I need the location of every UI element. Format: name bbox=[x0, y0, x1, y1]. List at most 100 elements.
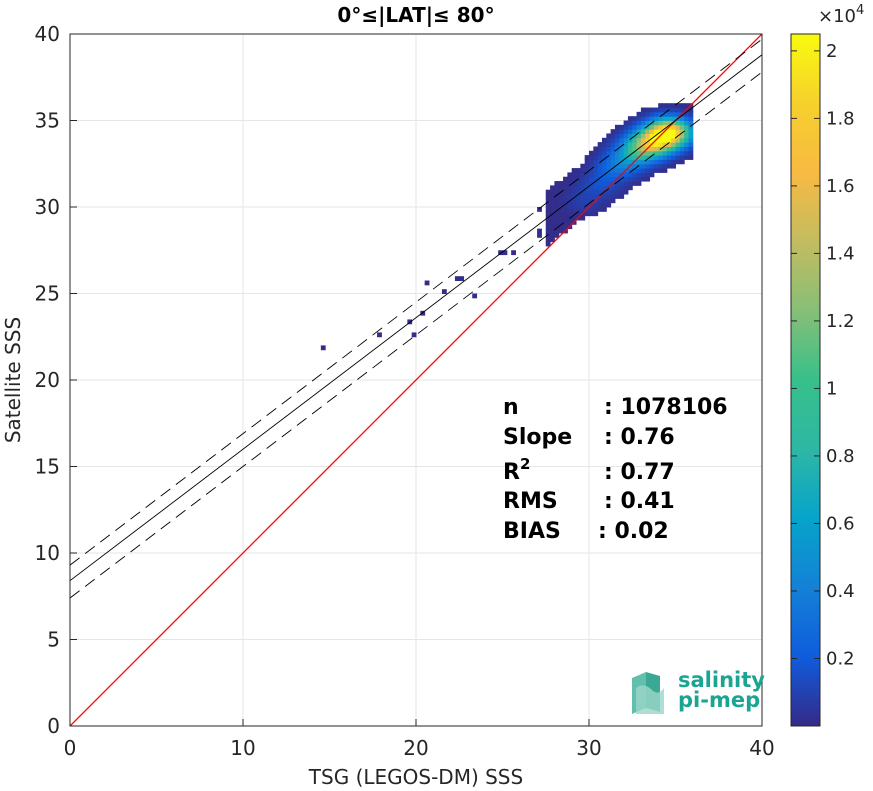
density-cell bbox=[666, 111, 672, 117]
density-cell bbox=[684, 137, 689, 143]
density-cell bbox=[645, 176, 651, 182]
x-tick-label: 30 bbox=[576, 736, 601, 760]
density-cell bbox=[537, 232, 542, 238]
density-cell bbox=[619, 155, 625, 160]
density-cell bbox=[550, 185, 555, 191]
density-cell bbox=[684, 146, 689, 152]
density-cell bbox=[576, 168, 581, 173]
density-cell bbox=[684, 155, 689, 160]
density-cell bbox=[610, 168, 616, 173]
density-cell bbox=[636, 168, 642, 173]
density-cell bbox=[614, 163, 620, 169]
density-cell bbox=[601, 163, 607, 169]
density-cell bbox=[684, 103, 689, 109]
density-cell bbox=[662, 163, 668, 169]
density-cell bbox=[619, 146, 625, 152]
density-cell bbox=[675, 142, 681, 147]
density-cell bbox=[658, 168, 664, 173]
density-cell bbox=[684, 120, 689, 126]
density-cell bbox=[632, 176, 638, 182]
density-cell bbox=[632, 150, 638, 156]
density-cell bbox=[558, 207, 564, 212]
stat-label: R2 bbox=[503, 455, 530, 485]
density-cell bbox=[610, 146, 616, 152]
density-cell bbox=[550, 189, 555, 195]
density-cell bbox=[636, 133, 642, 139]
density-cell bbox=[627, 116, 633, 121]
density-cell bbox=[580, 172, 586, 178]
density-cell bbox=[627, 120, 633, 126]
density-cell bbox=[623, 150, 629, 156]
density-cell bbox=[645, 172, 651, 178]
density-cell bbox=[684, 142, 689, 147]
colorbar-tick-label: 2 bbox=[826, 41, 837, 62]
density-cell bbox=[662, 120, 668, 126]
density-cell bbox=[610, 159, 616, 165]
density-cell bbox=[679, 107, 685, 113]
density-cell bbox=[601, 150, 607, 156]
density-cell bbox=[632, 142, 638, 147]
density-cell bbox=[662, 146, 668, 152]
density-cell bbox=[580, 198, 586, 204]
density-cell bbox=[593, 176, 599, 182]
density-cell bbox=[597, 142, 603, 147]
density-cell bbox=[627, 155, 633, 160]
density-cell bbox=[545, 202, 551, 208]
density-cell bbox=[619, 129, 625, 134]
density-cell bbox=[606, 202, 612, 208]
density-cell bbox=[606, 142, 612, 147]
density-cell bbox=[606, 163, 612, 169]
density-cell bbox=[684, 133, 689, 139]
density-cell bbox=[688, 107, 694, 113]
density-cell bbox=[675, 103, 681, 109]
density-cell bbox=[550, 232, 555, 238]
density-cell bbox=[377, 332, 382, 338]
density-cell bbox=[558, 185, 564, 191]
density-cell bbox=[597, 181, 603, 186]
density-cell bbox=[610, 137, 616, 143]
density-cell bbox=[662, 103, 668, 109]
density-cell bbox=[666, 137, 672, 143]
density-cell bbox=[580, 189, 586, 195]
density-cell bbox=[666, 150, 672, 156]
density-cell bbox=[558, 202, 564, 208]
density-cell bbox=[576, 189, 581, 195]
density-cell bbox=[589, 207, 594, 212]
colorbar-tick-label: 0.6 bbox=[826, 513, 855, 534]
density-cell bbox=[666, 155, 672, 160]
density-cell bbox=[571, 185, 577, 191]
density-cell bbox=[658, 159, 664, 165]
density-cell bbox=[627, 176, 633, 182]
density-cell bbox=[563, 215, 568, 221]
density-cell bbox=[545, 207, 551, 212]
stat-label: Slope bbox=[503, 425, 572, 450]
density-cell bbox=[550, 219, 555, 225]
density-cell bbox=[601, 185, 607, 191]
density-cell bbox=[576, 198, 581, 204]
density-cell bbox=[627, 133, 633, 139]
density-cell bbox=[550, 228, 555, 234]
density-cell bbox=[632, 163, 638, 169]
density-cell bbox=[550, 224, 555, 230]
density-cell bbox=[614, 137, 620, 143]
density-cell bbox=[662, 168, 668, 173]
y-tick-label: 20 bbox=[35, 368, 60, 392]
density-cell bbox=[593, 207, 599, 212]
colorbar-tick-label: 1.6 bbox=[826, 176, 855, 197]
density-cell bbox=[636, 116, 642, 121]
density-cell bbox=[658, 107, 664, 113]
density-cell bbox=[584, 194, 590, 199]
density-cell bbox=[636, 181, 642, 186]
density-cell bbox=[619, 189, 625, 195]
density-cell bbox=[649, 172, 655, 178]
density-cell bbox=[550, 194, 555, 199]
density-cell bbox=[645, 120, 651, 126]
density-cell bbox=[606, 168, 612, 173]
colorbar-tick-label: 1.8 bbox=[826, 108, 855, 129]
density-cell bbox=[545, 215, 551, 221]
density-cell bbox=[636, 120, 642, 126]
density-cell bbox=[584, 168, 590, 173]
density-cell bbox=[593, 189, 599, 195]
density-cell bbox=[601, 176, 607, 182]
